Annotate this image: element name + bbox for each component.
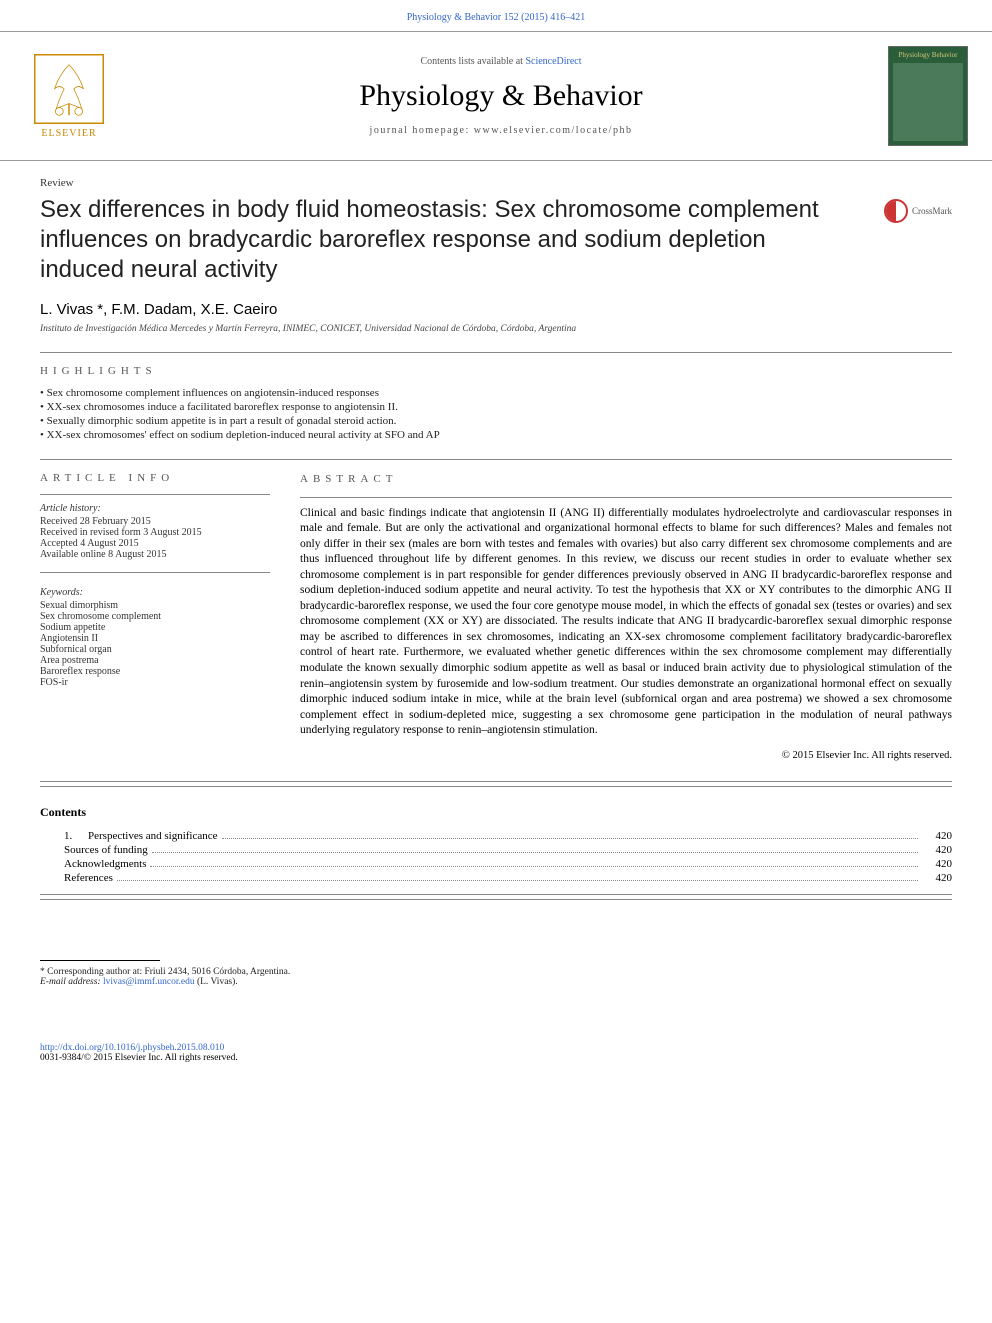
divider: [40, 786, 952, 787]
highlight-item: XX-sex chromosomes induce a facilitated …: [40, 401, 952, 413]
history-label: Article history:: [40, 503, 270, 514]
toc-row: 1. Perspectives and significance 420: [40, 830, 952, 842]
keyword: FOS-ir: [40, 677, 270, 688]
keyword: Sexual dimorphism: [40, 600, 270, 611]
toc-number: 1.: [64, 830, 88, 842]
history-item: Available online 8 August 2015: [40, 549, 270, 560]
article-title: Sex differences in body fluid homeostasi…: [40, 195, 830, 285]
issn-copyright: 0031-9384/© 2015 Elsevier Inc. All right…: [40, 1053, 952, 1063]
divider: [40, 494, 270, 495]
doi-footer: http://dx.doi.org/10.1016/j.physbeh.2015…: [0, 1043, 992, 1083]
table-of-contents: 1. Perspectives and significance 420 Sou…: [40, 830, 952, 884]
divider: [300, 497, 952, 498]
divider: [40, 781, 952, 782]
keyword: Subfornical organ: [40, 644, 270, 655]
journal-masthead: ELSEVIER Contents lists available at Sci…: [0, 31, 992, 161]
author-affiliation: Instituto de Investigación Médica Merced…: [40, 324, 952, 334]
highlight-item: Sexually dimorphic sodium appetite is in…: [40, 415, 952, 427]
toc-dots: [222, 838, 918, 839]
toc-title: Perspectives and significance: [88, 830, 218, 842]
toc-title: References: [64, 872, 113, 884]
keyword: Area postrema: [40, 655, 270, 666]
divider: [40, 352, 952, 353]
divider: [40, 899, 952, 900]
journal-cover-thumbnail: Physiology Behavior: [888, 46, 968, 146]
author-list: L. Vivas *, F.M. Dadam, X.E. Caeiro: [40, 301, 952, 318]
cover-title-text: Physiology Behavior: [899, 51, 958, 59]
footnote-rule: [40, 960, 160, 961]
highlights-heading: HIGHLIGHTS: [40, 365, 952, 377]
article-info-column: ARTICLE INFO Article history: Received 2…: [40, 472, 270, 763]
contents-heading: Contents: [40, 805, 952, 820]
toc-row: References 420: [40, 872, 952, 884]
corr-author-text: * Corresponding author at: Friuli 2434, …: [40, 967, 952, 977]
divider: [40, 459, 952, 460]
toc-page: 420: [922, 858, 952, 870]
journal-homepage: journal homepage: www.elsevier.com/locat…: [134, 125, 868, 136]
history-item: Received 28 February 2015: [40, 516, 270, 527]
highlight-item: XX-sex chromosomes' effect on sodium dep…: [40, 429, 952, 441]
email-label: E-mail address:: [40, 977, 103, 987]
history-item: Accepted 4 August 2015: [40, 538, 270, 549]
corr-author-email-link[interactable]: lvivas@immf.uncor.edu: [103, 977, 195, 987]
corresponding-author-footnote: * Corresponding author at: Friuli 2434, …: [40, 967, 952, 987]
elsevier-logo: ELSEVIER: [24, 46, 114, 146]
history-item: Received in revised form 3 August 2015: [40, 527, 270, 538]
toc-title: Acknowledgments: [64, 858, 146, 870]
keyword: Baroreflex response: [40, 666, 270, 677]
abstract-heading: ABSTRACT: [300, 472, 952, 487]
contents-available-text: Contents lists available at: [420, 56, 525, 67]
keywords-label: Keywords:: [40, 587, 270, 598]
email-person: (L. Vivas).: [195, 977, 238, 987]
elsevier-wordmark: ELSEVIER: [41, 128, 96, 139]
toc-title: Sources of funding: [64, 844, 148, 856]
journal-name: Physiology & Behavior: [134, 79, 868, 113]
abstract-column: ABSTRACT Clinical and basic findings ind…: [300, 472, 952, 763]
sciencedirect-link[interactable]: ScienceDirect: [525, 56, 581, 67]
article-type-label: Review: [40, 177, 952, 189]
keyword: Sex chromosome complement: [40, 611, 270, 622]
page-header-citation: Physiology & Behavior 152 (2015) 416–421: [0, 0, 992, 31]
elsevier-tree-icon: [34, 54, 104, 124]
keyword: Angiotensin II: [40, 633, 270, 644]
toc-page: 420: [922, 872, 952, 884]
divider: [40, 572, 270, 573]
toc-dots: [152, 852, 918, 853]
doi-link[interactable]: http://dx.doi.org/10.1016/j.physbeh.2015…: [40, 1043, 224, 1053]
divider: [40, 894, 952, 895]
keyword: Sodium appetite: [40, 622, 270, 633]
highlights-list: Sex chromosome complement influences on …: [40, 387, 952, 441]
contents-available-line: Contents lists available at ScienceDirec…: [134, 56, 868, 67]
abstract-text: Clinical and basic findings indicate tha…: [300, 506, 952, 739]
toc-dots: [150, 866, 918, 867]
toc-page: 420: [922, 844, 952, 856]
toc-row: Acknowledgments 420: [40, 858, 952, 870]
cover-image-placeholder: [893, 63, 963, 141]
crossmark-label: CrossMark: [912, 206, 952, 216]
crossmark-badge[interactable]: CrossMark: [884, 199, 952, 223]
article-info-heading: ARTICLE INFO: [40, 472, 270, 484]
toc-dots: [117, 880, 918, 881]
crossmark-icon: [884, 199, 908, 223]
toc-page: 420: [922, 830, 952, 842]
abstract-copyright: © 2015 Elsevier Inc. All rights reserved…: [300, 749, 952, 763]
highlight-item: Sex chromosome complement influences on …: [40, 387, 952, 399]
toc-row: Sources of funding 420: [40, 844, 952, 856]
